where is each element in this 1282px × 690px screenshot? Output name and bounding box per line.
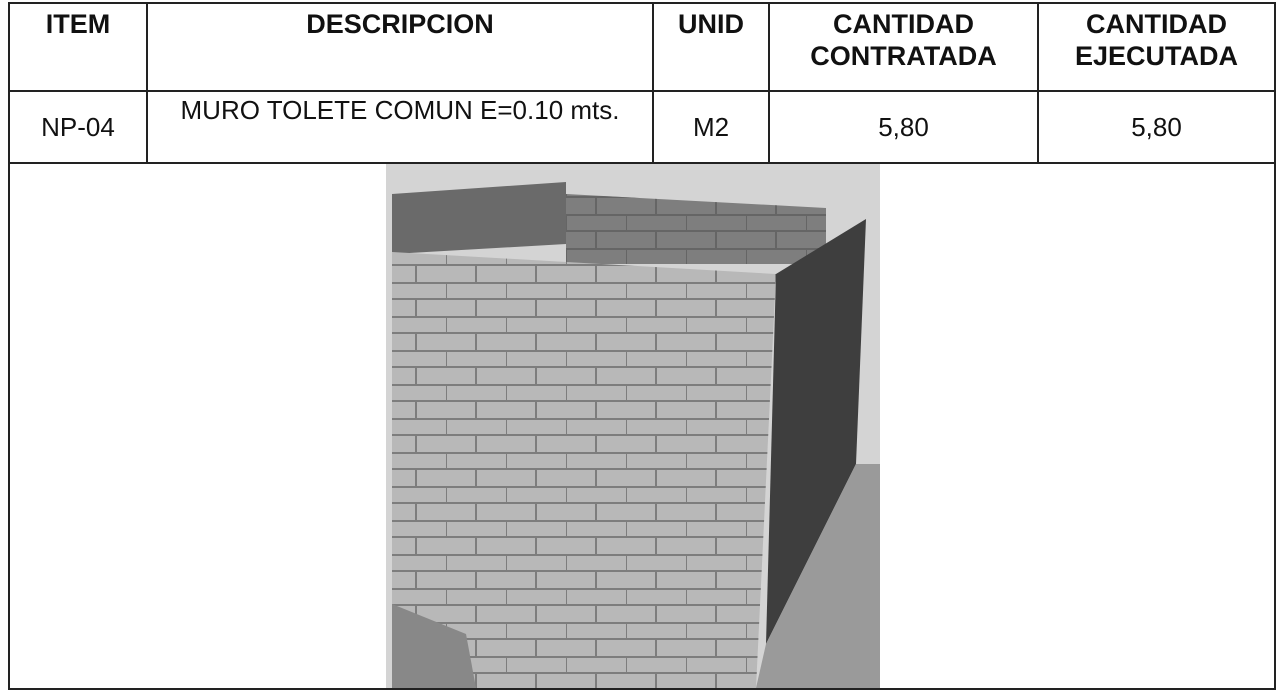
item-table: ITEM DESCRIPCION UNID CANTIDAD CONTRATAD… <box>8 2 1276 690</box>
header-cell: CANTIDAD EJECUTADA <box>1037 2 1276 92</box>
header-row: ITEM DESCRIPCION UNID CANTIDAD CONTRATAD… <box>8 2 1276 92</box>
cell: M2 <box>652 90 770 164</box>
header-cell: ITEM <box>8 2 148 92</box>
cell: 5,80 <box>1037 90 1276 164</box>
photo-row <box>8 162 1276 690</box>
photo-cell <box>8 162 1276 690</box>
cell: NP-04 <box>8 90 148 164</box>
data-row: NP-04 MURO TOLETE COMUN E=0.10 mts. M2 5… <box>8 90 1276 164</box>
header-cell: DESCRIPCION <box>146 2 654 92</box>
photo <box>386 164 880 688</box>
header-cell: UNID <box>652 2 770 92</box>
cell: MURO TOLETE COMUN E=0.10 mts. <box>146 90 654 164</box>
cell: 5,80 <box>768 90 1039 164</box>
header-cell: CANTIDAD CONTRATADA <box>768 2 1039 92</box>
